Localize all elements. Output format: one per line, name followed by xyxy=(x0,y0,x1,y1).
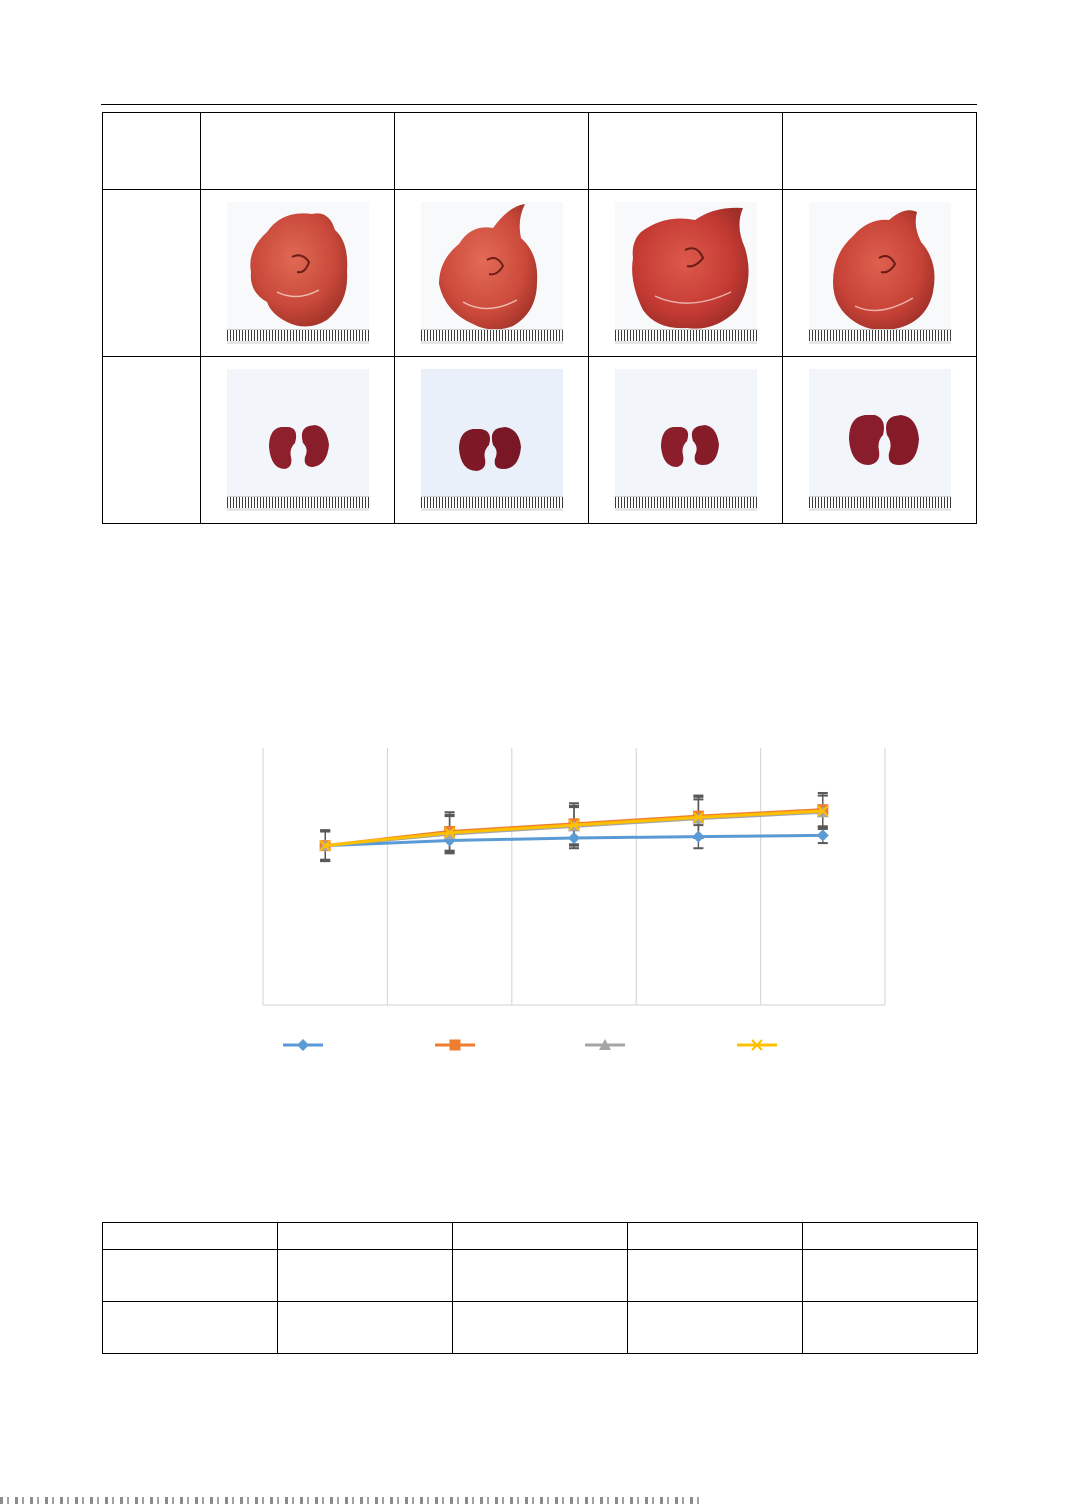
liver-photo-cell xyxy=(782,189,977,357)
chart-svg xyxy=(262,748,886,1051)
kidney-photo-cell xyxy=(200,356,395,524)
header-cell xyxy=(200,112,395,190)
weight-line-chart xyxy=(255,740,895,1070)
page-footer-strip xyxy=(0,1497,700,1504)
scale-ruler xyxy=(614,329,757,344)
table-cell xyxy=(452,1249,628,1302)
organ-photo-table xyxy=(102,112,977,524)
table-cell xyxy=(102,1301,278,1354)
scale-ruler xyxy=(808,496,951,511)
header-cell xyxy=(102,112,201,190)
data-point xyxy=(816,829,829,842)
liver-photo-cell xyxy=(200,189,395,357)
row-label xyxy=(102,189,201,357)
data-point xyxy=(692,830,705,843)
scale-ruler xyxy=(226,496,369,511)
kidney-photo xyxy=(226,369,369,511)
header-cell xyxy=(782,112,977,190)
header-cell xyxy=(588,112,783,190)
kidney-photo xyxy=(808,369,951,511)
header-cell xyxy=(627,1222,803,1250)
table-row xyxy=(102,1301,978,1354)
legend-marker xyxy=(297,1039,309,1051)
legend-marker xyxy=(751,1039,763,1051)
liver-photo xyxy=(614,202,757,344)
data-point xyxy=(692,811,705,824)
header-rule xyxy=(101,104,977,105)
kidney-photo xyxy=(614,369,757,511)
header-cell xyxy=(277,1222,453,1250)
liver-photo-cell xyxy=(588,189,783,357)
table-cell xyxy=(277,1301,453,1354)
data-point xyxy=(443,827,456,839)
scale-ruler xyxy=(614,496,757,511)
liver-photo xyxy=(226,202,369,344)
table-cell xyxy=(277,1249,453,1302)
header-cell xyxy=(802,1222,978,1250)
header-cell xyxy=(102,1222,278,1250)
liver-photo xyxy=(808,202,951,344)
liver-photo-cell xyxy=(394,189,589,357)
table-header-row xyxy=(102,112,977,190)
scale-ruler xyxy=(226,329,369,344)
table-cell xyxy=(802,1301,978,1354)
table-cell xyxy=(802,1249,978,1302)
row-label xyxy=(102,356,201,524)
data-table-header xyxy=(102,1222,978,1250)
table-cell xyxy=(452,1301,628,1354)
table-cell xyxy=(627,1301,803,1354)
legend-marker xyxy=(599,1039,611,1050)
liver-photo xyxy=(420,202,563,344)
header-cell xyxy=(394,112,589,190)
data-table xyxy=(102,1222,978,1354)
kidney-photo-cell xyxy=(588,356,783,524)
scale-ruler xyxy=(808,329,951,344)
data-point xyxy=(319,839,331,852)
scale-ruler xyxy=(420,496,563,511)
table-cell xyxy=(102,1249,278,1302)
kidney-photo-cell xyxy=(782,356,977,524)
liver-row xyxy=(102,189,977,357)
scale-ruler xyxy=(420,329,563,344)
kidney-row xyxy=(102,356,977,524)
kidney-photo-cell xyxy=(394,356,589,524)
table-cell xyxy=(627,1249,803,1302)
table-row xyxy=(102,1249,978,1302)
data-point xyxy=(568,831,580,844)
legend-marker xyxy=(449,1039,461,1051)
kidney-photo xyxy=(420,369,563,511)
data-point xyxy=(568,819,580,831)
header-cell xyxy=(452,1222,628,1250)
data-point xyxy=(817,805,829,817)
